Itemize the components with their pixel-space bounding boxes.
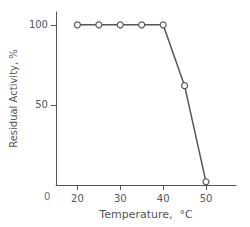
svg-text:100: 100 (29, 19, 48, 30)
svg-text:20: 20 (71, 193, 84, 204)
svg-text:Temperature, °C: Temperature, °C (98, 208, 193, 221)
svg-text:50: 50 (35, 99, 48, 110)
svg-text:40: 40 (157, 193, 170, 204)
svg-text:Residual Activity, %: Residual Activity, % (8, 49, 19, 148)
svg-text:0: 0 (44, 191, 50, 202)
svg-text:50: 50 (200, 193, 213, 204)
svg-text:30: 30 (114, 193, 127, 204)
